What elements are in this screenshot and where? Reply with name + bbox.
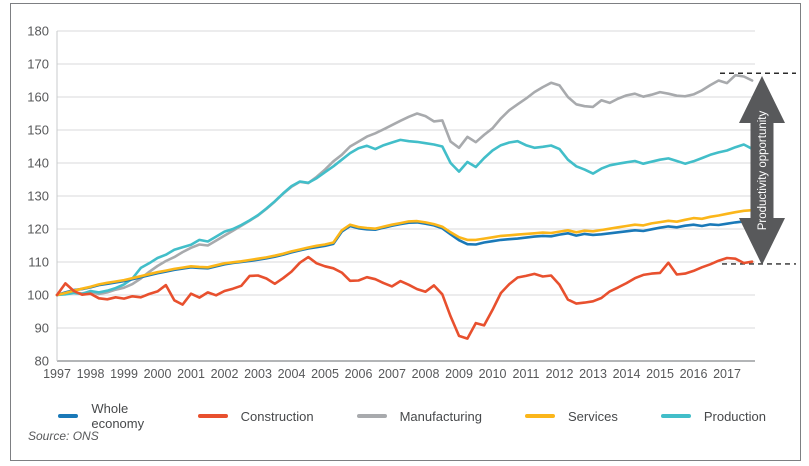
series-line-construction <box>55 255 754 340</box>
y-tick-label: 160 <box>27 90 49 105</box>
y-tick-label: 170 <box>27 57 49 72</box>
x-tick-label: 2010 <box>479 367 507 381</box>
productivity-opportunity-arrow <box>739 76 785 265</box>
x-tick-label: 2015 <box>646 367 674 381</box>
x-tick-label: 2013 <box>579 367 607 381</box>
legend-item-manufacturing: Manufacturing <box>356 408 482 424</box>
x-tick-label: 2005 <box>311 367 339 381</box>
series-line-production <box>55 138 754 297</box>
y-tick-label: 180 <box>27 24 49 39</box>
x-tick-label: 2006 <box>345 367 373 381</box>
x-tick-label: 2012 <box>546 367 574 381</box>
y-tick-label: 150 <box>27 123 49 138</box>
x-tick-label: 2002 <box>211 367 239 381</box>
legend-item-construction: Construction <box>197 408 314 424</box>
y-tick-label: 130 <box>27 189 49 204</box>
x-tick-label: 2011 <box>513 367 540 381</box>
series-line-manufacturing <box>55 73 754 297</box>
legend-swatch <box>197 414 228 418</box>
x-tick-label: 2008 <box>412 367 440 381</box>
x-tick-label: 1999 <box>110 367 138 381</box>
x-tick-label: 2007 <box>378 367 406 381</box>
legend-label: Services <box>567 408 618 424</box>
y-tick-label: 80 <box>35 354 49 369</box>
legend-label: Whole economy <box>91 401 145 431</box>
legend-label: Construction <box>240 408 314 424</box>
legend-swatch <box>660 414 691 418</box>
legend-swatch <box>356 414 387 418</box>
x-tick-label: 1998 <box>77 367 105 381</box>
x-tick-label: 2017 <box>713 367 741 381</box>
x-tick-label: 2001 <box>177 367 205 381</box>
x-tick-label: 2014 <box>613 367 641 381</box>
x-tick-label: 2000 <box>144 367 172 381</box>
source-note: Source: ONS <box>28 429 99 443</box>
series-line-services <box>55 208 754 297</box>
x-tick-label: 2004 <box>278 367 306 381</box>
y-tick-label: 120 <box>27 222 49 237</box>
legend-item-whole-economy: Whole economy <box>58 401 155 431</box>
legend-item-services: Services <box>524 408 618 424</box>
legend-label: Manufacturing <box>399 408 482 424</box>
legend-item-production: Production <box>660 408 766 424</box>
productivity-opportunity-label: Productivity opportunity <box>757 110 769 230</box>
legend-swatch <box>524 414 555 418</box>
legend-label: Production <box>703 408 766 424</box>
y-tick-label: 140 <box>27 156 49 171</box>
figure-border <box>10 3 801 461</box>
y-tick-label: 90 <box>35 321 49 336</box>
x-tick-label: 2003 <box>244 367 272 381</box>
x-tick-label: 1997 <box>43 367 71 381</box>
chart-legend: Whole economy Construction Manufacturing Se… <box>58 401 809 431</box>
y-tick-label: 100 <box>27 288 49 303</box>
x-tick-label: 2009 <box>445 367 473 381</box>
y-tick-label: 110 <box>28 255 49 270</box>
x-tick-label: 2016 <box>680 367 708 381</box>
legend-swatch <box>58 414 79 418</box>
